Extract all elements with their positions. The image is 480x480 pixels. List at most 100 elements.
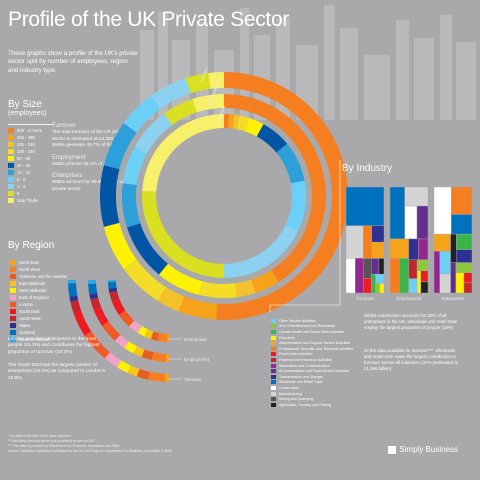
legend-swatch	[10, 316, 16, 321]
region-arc-enterprises-north-east	[167, 333, 170, 342]
region-arc-enterprises-wales	[108, 287, 118, 293]
industry-cell-turnover-administrative-and-support-service-activities	[371, 241, 385, 259]
industry-cell-turnover-agriculture-forestry-and-fishing	[378, 258, 385, 275]
industry-cell-employment-other-service-activities	[408, 278, 418, 294]
region-legend: North East North West Yorkshire and the Hu…	[10, 259, 68, 343]
legend-label: 0	[17, 191, 20, 196]
legend-label: Education	[279, 335, 295, 340]
legend-swatch	[271, 341, 276, 346]
industry-cell-employment-agriculture-forestry-and-fishing	[420, 281, 429, 294]
region-arc-enterprises-west-midlands	[137, 326, 148, 337]
employment-text: SMEs provide 59.1% of jobs.	[52, 161, 114, 167]
legend-swatch	[8, 135, 14, 140]
region-arc-turnover-east-midlands	[127, 365, 140, 377]
legend-swatch	[271, 357, 276, 362]
industry-cell-enterprises-information-and-communication	[433, 251, 441, 294]
legend-label: Information and Communication	[279, 363, 330, 368]
industry-cell-enterprises-financial-and-insurance-activities	[463, 282, 473, 294]
industry-cell-employment-wholesale-and-retail-trade	[389, 186, 405, 240]
legend-swatch	[271, 385, 276, 390]
region-arc-enterprises-east-of-england	[128, 320, 142, 333]
industry-cell-turnover-other-service-activities	[375, 273, 385, 284]
industry-cell-turnover-mining-and-quarrying	[363, 258, 372, 279]
size-subheading: (employees)	[8, 110, 47, 117]
industry-cell-enterprises-construction	[433, 186, 452, 235]
footnote-line: * As valid at the time of the data colle…	[8, 434, 71, 438]
legend-label: 5 - 9	[17, 177, 26, 182]
industry-cell-turnover-construction	[345, 258, 356, 294]
legend-item-construction: Construction	[271, 385, 353, 391]
industry-cell-employment-construction	[404, 205, 418, 240]
legend-swatch	[271, 380, 276, 385]
legend-swatch	[271, 363, 276, 368]
region-arc-enterprises-south-east	[112, 299, 126, 315]
legend-label: Other Service Activities	[279, 318, 316, 323]
legend-item-professional-scientific-and-technical-activities: Professional, Scientific and Technical A…	[271, 346, 353, 352]
industry-cell-turnover-wholesale-and-retail-trade	[345, 186, 385, 227]
intro-text: These graphs show a profile of the UK's …	[8, 50, 138, 74]
ring-segment-employment-250-499	[251, 270, 279, 294]
region-arc-label-turnover: Turnover	[184, 377, 202, 382]
ring-segment-employment-20-49	[126, 223, 168, 275]
brand-mark-icon	[388, 445, 397, 454]
legend-label: 250 - 499	[17, 135, 35, 140]
legend-label: South East	[19, 309, 40, 314]
region-arc-label-employment: Employment	[184, 357, 210, 362]
ring-segment-enterprises-500-or-more	[224, 114, 230, 129]
region-arc-turnover-north-east	[164, 373, 170, 382]
ring-segment-enterprises-250-499	[228, 114, 235, 129]
region-arc-enterprises-northern-ireland	[108, 280, 117, 282]
legend-swatch	[8, 142, 14, 147]
legend-label: West Midlands	[19, 288, 47, 293]
legend-label: Arts, Entertainment and Recreation	[279, 324, 336, 329]
region-arc-employment-west-midlands	[124, 341, 137, 354]
turnover-label: Turnover	[52, 123, 76, 129]
legend-label: 1 - 4	[17, 184, 26, 189]
legend-swatch	[10, 302, 16, 307]
ring-segment-employment-0	[164, 98, 197, 125]
legend-item-real-estate-activities: Real Estate Activities	[271, 352, 353, 358]
ring-segment-turnover-sole-trader	[208, 72, 224, 89]
industry-cell-enterprises-manufacturing	[439, 273, 451, 294]
industry-cell-turnover-professional-scientific-and-technical-activities	[363, 225, 372, 259]
legend-item-250-499: 250 - 499	[8, 134, 42, 141]
region-arc-turnover-west-midlands	[117, 360, 131, 373]
legend-item-1-4: 1 - 4	[8, 183, 42, 190]
industry-cell-enterprises-real-estate-activities	[463, 272, 473, 284]
ring-segment-enterprises-20-49	[256, 124, 288, 153]
legend-item-administrative-and-support-service-activities: Administrative and Support Service Activ…	[271, 340, 353, 346]
industry-note-2: Of the data available for turnover***, w…	[364, 348, 458, 372]
size-divider	[8, 124, 54, 125]
legend-swatch	[271, 397, 276, 402]
legend-label: East of England	[19, 295, 49, 300]
legend-label: South West	[19, 316, 41, 321]
ring-segment-turnover-100-199	[123, 259, 167, 301]
legend-item-other-service-activities: Other Service Activities	[271, 318, 353, 324]
legend-item-0: 0	[8, 190, 42, 197]
region-arc-employment-south-east	[93, 306, 109, 326]
ring-segment-employment-50-99	[158, 263, 203, 295]
legend-item-financial-and-insurance-activities: Financial and Insurance Activities	[271, 357, 353, 363]
region-arc-turnover-northern-ireland	[68, 280, 77, 284]
legend-label: Financial and Insurance Activities	[279, 357, 333, 362]
legend-label: 500 - or more	[17, 128, 43, 133]
legend-label: Professional, Scientific and Technical A…	[279, 346, 354, 351]
industry-cell-employment-education	[416, 270, 421, 294]
legend-label: Northern Ireland	[19, 337, 50, 342]
industry-cell-enterprises-administrative-and-support-service-activities	[433, 233, 451, 252]
legend-swatch	[10, 323, 16, 328]
enterprises-text: SMEs account for 99.9% of the UK's priva…	[52, 180, 130, 192]
legend-item-100-199: 100 - 199	[8, 148, 42, 155]
industry-cell-employment-transportation-and-storage	[408, 238, 419, 260]
region-arc-enterprises-london	[118, 310, 135, 327]
legend-swatch	[8, 170, 14, 175]
industry-frame-line	[269, 160, 341, 312]
legend-swatch	[10, 288, 16, 293]
industry-cell-enterprises-other-service-activities	[439, 251, 451, 275]
legend-label: London	[19, 302, 33, 307]
footnote-line: Source: Business Population Estimates fo…	[8, 448, 173, 453]
region-arc-enterprises-south-west	[109, 290, 120, 302]
legend-item-5-9: 5 - 9	[8, 176, 42, 183]
